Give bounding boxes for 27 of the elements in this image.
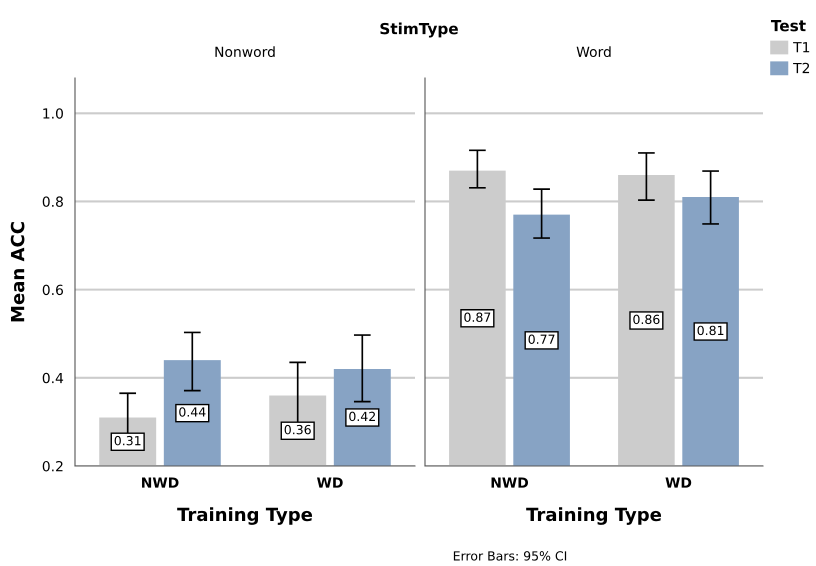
- legend-title: Test: [770, 20, 806, 32]
- y-tick-label: 0.8: [42, 196, 63, 207]
- data-label: 0.31: [114, 436, 140, 446]
- legend-label: T1: [793, 42, 810, 52]
- x-axis-title: Training Type: [177, 507, 312, 525]
- y-tick-label: 0.6: [42, 284, 64, 296]
- x-axis-title: Training Type: [526, 507, 662, 525]
- legend-label: T2: [793, 62, 810, 74]
- x-tick-label: NWD: [142, 478, 179, 488]
- y-axis-title: Mean ACC: [10, 222, 24, 322]
- y-tick-label: 0.2: [42, 460, 62, 472]
- x-tick-label: WD: [665, 478, 692, 488]
- y-tick-label: 0.4: [42, 372, 64, 384]
- chart-title: StimType: [380, 22, 458, 38]
- chart-subtitle: Nonword: [215, 46, 275, 58]
- text: Error Bars: 95% CI: [454, 551, 566, 561]
- data-label: 0.44: [179, 407, 206, 417]
- y-tick-label: 1.0: [43, 108, 63, 119]
- data-label: 0.87: [464, 312, 490, 322]
- data-label: 0.77: [528, 334, 554, 344]
- chart-subtitle: Word: [576, 46, 611, 58]
- x-tick-label: NWD: [492, 478, 528, 488]
- data-label: 0.86: [633, 314, 660, 324]
- data-label: 0.42: [349, 412, 375, 422]
- x-tick-label: WD: [316, 478, 343, 488]
- data-label: 0.36: [284, 424, 311, 434]
- data-label: 0.81: [698, 326, 724, 336]
